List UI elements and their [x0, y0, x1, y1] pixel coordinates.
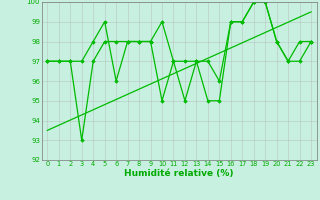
X-axis label: Humidité relative (%): Humidité relative (%) — [124, 169, 234, 178]
